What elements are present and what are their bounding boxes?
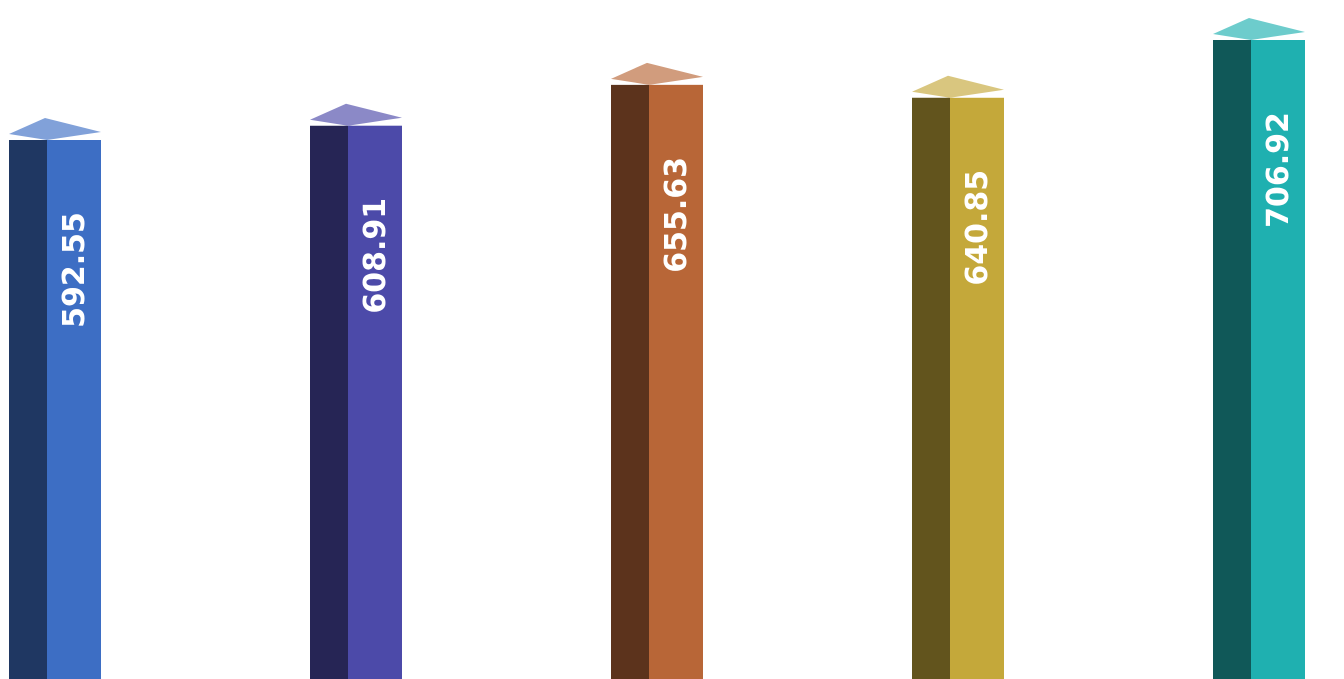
bar-top-face [611, 62, 703, 85]
bar-side-face [912, 97, 950, 679]
bar-value-label: 608.91 [358, 198, 393, 314]
bar-front-face [348, 125, 402, 679]
bar-front-face [649, 84, 703, 679]
bar-side-face [1213, 40, 1251, 679]
bar-value-label: 706.92 [1261, 112, 1296, 228]
bar-top-face [9, 118, 101, 140]
bar-front-face [1251, 40, 1305, 679]
bar-side-face [611, 84, 649, 679]
bar-2: 608.91 [310, 103, 402, 679]
bar-side-face [9, 140, 47, 679]
bar-3: 655.63 [611, 62, 703, 679]
bar-top-face [912, 75, 1004, 98]
bar-5: 706.92 [1213, 18, 1305, 679]
bar-value-label: 640.85 [960, 170, 995, 286]
bar-1: 592.55 [9, 118, 101, 679]
bar-value-label: 592.55 [57, 212, 92, 328]
bar-front-face [47, 140, 101, 679]
bar-top-face [1213, 18, 1305, 40]
bar-front-face [950, 97, 1004, 679]
bar-side-face [310, 125, 348, 679]
bar-top-face [310, 103, 402, 126]
bar-value-label: 655.63 [659, 157, 694, 273]
bar-4: 640.85 [912, 75, 1004, 679]
